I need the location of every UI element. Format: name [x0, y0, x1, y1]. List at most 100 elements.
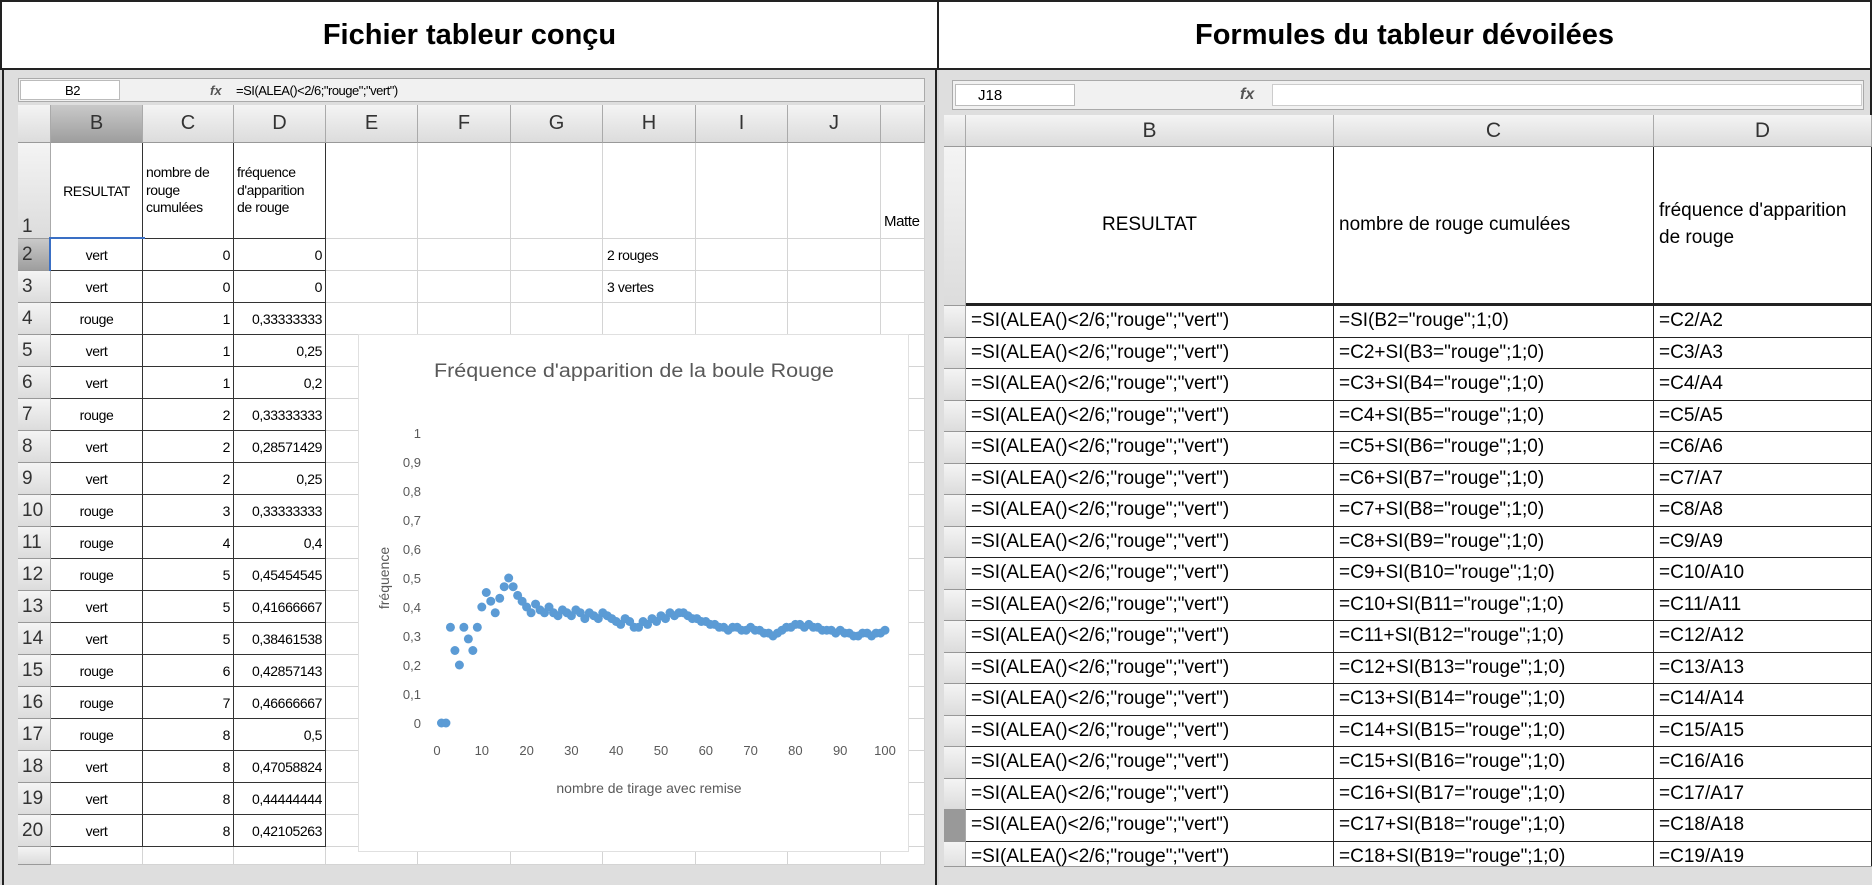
cell[interactable]: =C6+SI(B7="rouge";1;0): [1334, 463, 1654, 495]
cell[interactable]: =SI(ALEA()<2/6;"rouge";"vert"): [966, 495, 1334, 527]
cell[interactable]: =SI(ALEA()<2/6;"rouge";"vert"): [966, 400, 1334, 432]
cell[interactable]: =SI(ALEA()<2/6;"rouge";"vert"): [966, 778, 1334, 810]
cell[interactable]: [418, 143, 511, 239]
cell[interactable]: =SI(ALEA()<2/6;"rouge";"vert"): [966, 306, 1334, 338]
cell[interactable]: [234, 847, 326, 865]
cell[interactable]: rouge: [51, 399, 143, 431]
cell[interactable]: 1: [143, 367, 234, 399]
row-header[interactable]: 9: [18, 463, 51, 495]
name-box[interactable]: J18: [955, 84, 1075, 106]
cell[interactable]: 0,25: [234, 335, 326, 367]
cell[interactable]: =C16+SI(B17="rouge";1;0): [1334, 778, 1654, 810]
cell[interactable]: [881, 303, 925, 335]
cell[interactable]: 0,38461538: [234, 623, 326, 655]
cell[interactable]: [788, 143, 881, 239]
cell[interactable]: =C15+SI(B16="rouge";1;0): [1334, 747, 1654, 779]
cell[interactable]: =C14+SI(B15="rouge";1;0): [1334, 715, 1654, 747]
cell[interactable]: =SI(ALEA()<2/6;"rouge";"vert"): [966, 747, 1334, 779]
cell[interactable]: =C3/A3: [1654, 337, 1872, 369]
cell[interactable]: rouge: [51, 655, 143, 687]
cell[interactable]: nombre de rouge cumulées: [1334, 147, 1654, 306]
cell[interactable]: vert: [51, 623, 143, 655]
cell[interactable]: 0,5: [234, 719, 326, 751]
cell[interactable]: rouge: [51, 687, 143, 719]
cell[interactable]: [418, 239, 511, 271]
cell[interactable]: 1: [143, 303, 234, 335]
cell[interactable]: =C10+SI(B11="rouge";1;0): [1334, 589, 1654, 621]
cell[interactable]: 5: [143, 623, 234, 655]
cell[interactable]: nombre de rouge cumulées: [143, 143, 234, 239]
cell[interactable]: =C2/A2: [1654, 306, 1872, 338]
cell[interactable]: [418, 303, 511, 335]
cell[interactable]: =SI(ALEA()<2/6;"rouge";"vert"): [966, 715, 1334, 747]
cell[interactable]: 2: [143, 463, 234, 495]
cell[interactable]: =C17/A17: [1654, 778, 1872, 810]
cell[interactable]: 0,41666667: [234, 591, 326, 623]
column-header[interactable]: E: [326, 105, 418, 143]
cell[interactable]: [696, 239, 788, 271]
row-header[interactable]: 7: [18, 399, 51, 431]
column-header[interactable]: J: [788, 105, 881, 143]
cell[interactable]: vert: [51, 783, 143, 815]
column-header[interactable]: H: [603, 105, 696, 143]
row-header[interactable]: 13: [18, 591, 51, 623]
cell[interactable]: =C5+SI(B6="rouge";1;0): [1334, 432, 1654, 464]
cell[interactable]: 0,42105263: [234, 815, 326, 847]
cell[interactable]: 8: [143, 719, 234, 751]
cell[interactable]: RESULTAT: [51, 143, 143, 239]
cell[interactable]: vert: [51, 271, 143, 303]
cell[interactable]: fréquence d'apparition de rouge: [1654, 147, 1872, 306]
row-header[interactable]: 3: [18, 271, 51, 303]
cell[interactable]: [881, 271, 925, 303]
row-header[interactable]: 20: [18, 815, 51, 847]
cell[interactable]: [696, 271, 788, 303]
cell[interactable]: =C11/A11: [1654, 589, 1872, 621]
cell[interactable]: =C9/A9: [1654, 526, 1872, 558]
cell[interactable]: [511, 303, 603, 335]
cell[interactable]: 0: [143, 239, 234, 271]
cell[interactable]: vert: [51, 815, 143, 847]
cell[interactable]: 0,42857143: [234, 655, 326, 687]
cell[interactable]: =SI(ALEA()<2/6;"rouge";"vert"): [966, 684, 1334, 716]
cell[interactable]: 0,44444444: [234, 783, 326, 815]
cell[interactable]: 0,47058824: [234, 751, 326, 783]
cell[interactable]: =SI(ALEA()<2/6;"rouge";"vert"): [966, 621, 1334, 653]
cell[interactable]: =SI(ALEA()<2/6;"rouge";"vert"): [966, 432, 1334, 464]
cell[interactable]: =C18/A18: [1654, 810, 1872, 842]
cell[interactable]: RESULTAT: [966, 147, 1334, 306]
cell[interactable]: 0: [143, 271, 234, 303]
cell[interactable]: =C5/A5: [1654, 400, 1872, 432]
column-header[interactable]: I: [696, 105, 788, 143]
cell[interactable]: 1: [143, 335, 234, 367]
cell[interactable]: 5: [143, 591, 234, 623]
cell[interactable]: 3: [143, 495, 234, 527]
cell[interactable]: [881, 143, 925, 239]
cell[interactable]: =C17+SI(B18="rouge";1;0): [1334, 810, 1654, 842]
cell[interactable]: 0,46666667: [234, 687, 326, 719]
cell[interactable]: 2: [143, 431, 234, 463]
cell[interactable]: =SI(ALEA()<2/6;"rouge";"vert"): [966, 589, 1334, 621]
cell[interactable]: 4: [143, 527, 234, 559]
cell[interactable]: 6: [143, 655, 234, 687]
cell[interactable]: [696, 303, 788, 335]
cell[interactable]: =C3+SI(B4="rouge";1;0): [1334, 369, 1654, 401]
row-header[interactable]: 10: [18, 495, 51, 527]
cell[interactable]: [51, 847, 143, 865]
cell[interactable]: 0,33333333: [234, 495, 326, 527]
row-header[interactable]: 16: [18, 687, 51, 719]
cell[interactable]: [326, 303, 418, 335]
cell[interactable]: [788, 303, 881, 335]
cell[interactable]: 0,4: [234, 527, 326, 559]
cell[interactable]: [788, 239, 881, 271]
column-header[interactable]: C: [1334, 115, 1654, 147]
cell[interactable]: fréquence d'apparition de rouge: [234, 143, 326, 239]
cell[interactable]: =C2+SI(B3="rouge";1;0): [1334, 337, 1654, 369]
cell[interactable]: [881, 239, 925, 271]
cell[interactable]: =C8+SI(B9="rouge";1;0): [1334, 526, 1654, 558]
row-header[interactable]: 2: [18, 239, 51, 271]
cell[interactable]: vert: [51, 367, 143, 399]
cell[interactable]: 0,25: [234, 463, 326, 495]
cell[interactable]: rouge: [51, 719, 143, 751]
cell[interactable]: vert: [51, 463, 143, 495]
cell[interactable]: [511, 271, 603, 303]
